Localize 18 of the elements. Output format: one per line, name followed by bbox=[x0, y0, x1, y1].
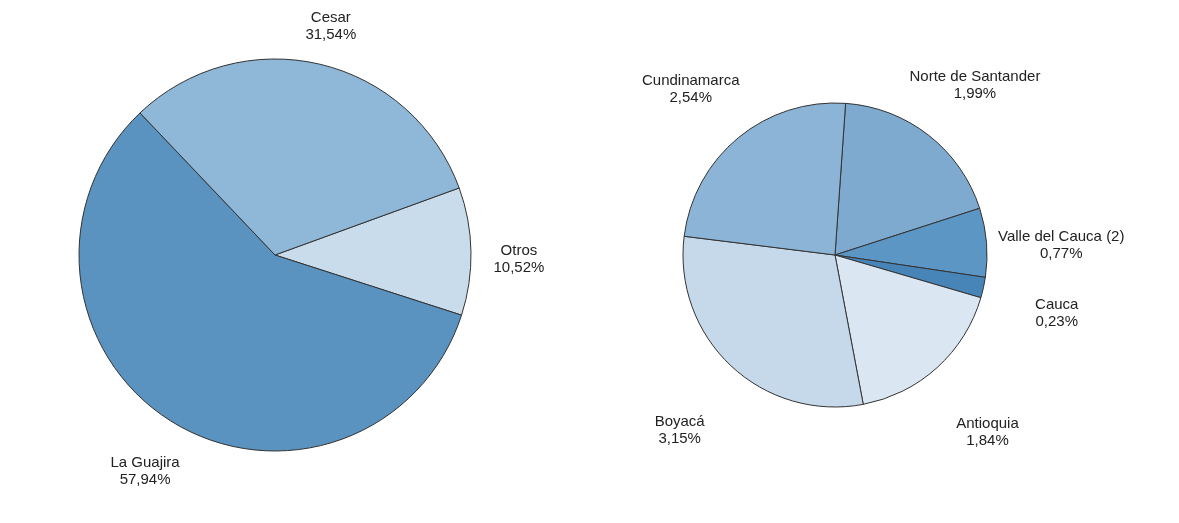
data-label: 3,15% bbox=[658, 428, 701, 446]
data-label: 0,23% bbox=[1035, 311, 1078, 329]
slice-label: Boyacá bbox=[654, 411, 706, 429]
slice-label: Norte de Santander bbox=[909, 67, 1041, 85]
slice-label: La Guajira bbox=[110, 452, 181, 470]
data-label: 57,94% bbox=[119, 469, 171, 487]
slice-label: Otros bbox=[500, 241, 538, 259]
slice-label: Cesar bbox=[310, 8, 351, 26]
data-label: 0,77% bbox=[1039, 244, 1083, 262]
data-label: 2,54% bbox=[669, 87, 713, 105]
data-label: 1,99% bbox=[953, 84, 997, 102]
slice-label: Valle del Cauca (2) bbox=[998, 227, 1125, 245]
slice-label: Cundinamarca bbox=[641, 70, 741, 88]
data-label: 1,84% bbox=[966, 431, 1009, 449]
slice-label: Cauca bbox=[1035, 294, 1080, 312]
data-label: 10,52% bbox=[493, 258, 545, 276]
data-label: 31,54% bbox=[305, 25, 357, 43]
slice-label: Antioquia bbox=[956, 414, 1020, 432]
